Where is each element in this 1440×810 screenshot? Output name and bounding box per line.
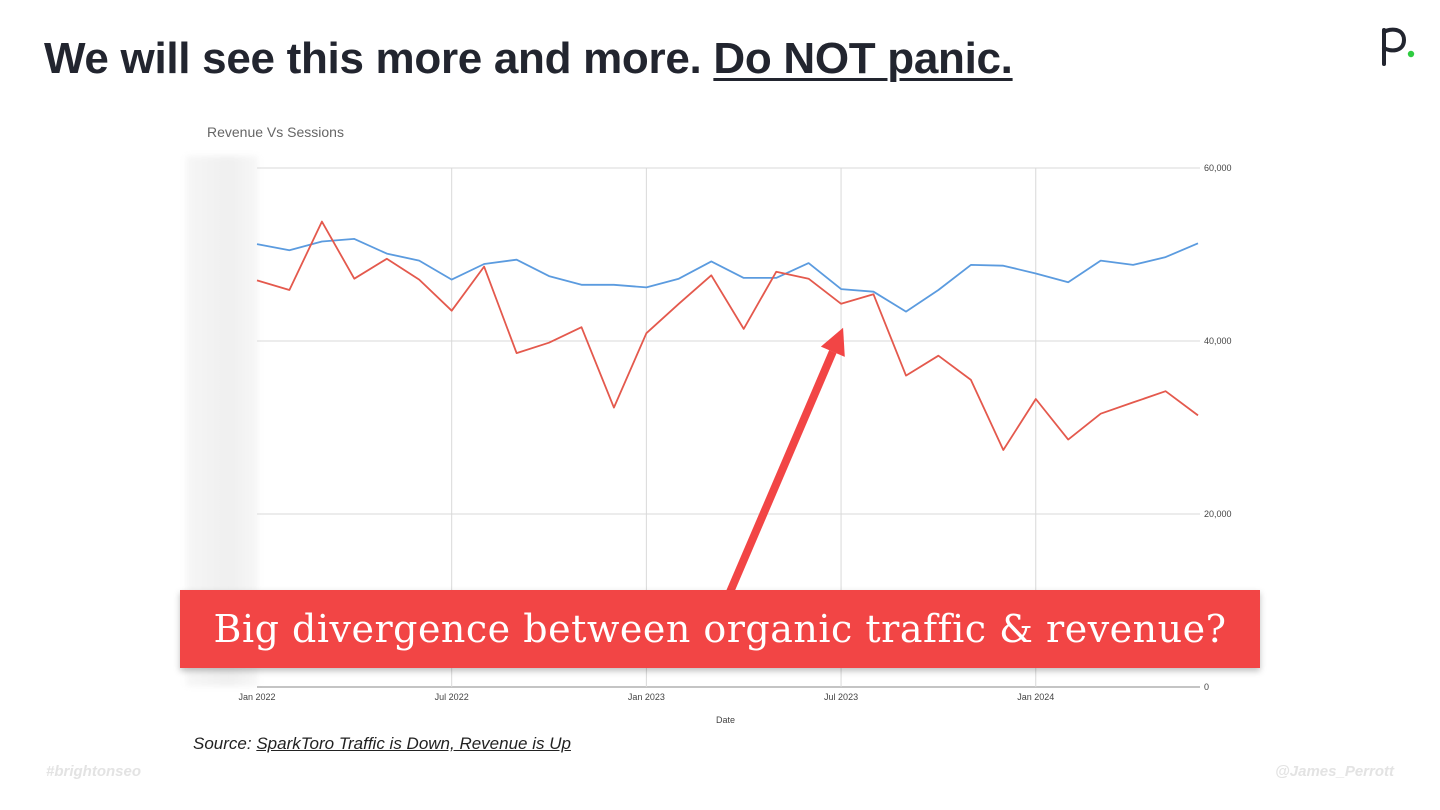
x-tick-label: Jan 2023 bbox=[628, 692, 665, 702]
title-main: We will see this more and more. bbox=[44, 34, 702, 83]
annotation-arrowhead bbox=[820, 327, 845, 357]
x-tick-label: Jan 2024 bbox=[1017, 692, 1054, 702]
source-prefix: Source: bbox=[193, 734, 252, 753]
slide-title: We will see this more and more. Do NOT p… bbox=[44, 34, 1013, 84]
title-emphasis: Do NOT panic. bbox=[713, 34, 1013, 83]
x-tick-label: Jul 2022 bbox=[435, 692, 469, 702]
y-tick-label: 20,000 bbox=[1204, 509, 1232, 519]
y-tick-label: 60,000 bbox=[1204, 163, 1232, 173]
source-link[interactable]: SparkToro Traffic is Down, Revenue is Up bbox=[256, 734, 571, 753]
logo-dot bbox=[1407, 50, 1415, 58]
x-tick-label: Jul 2023 bbox=[824, 692, 858, 702]
annotation-arrow bbox=[726, 350, 837, 594]
line-chart: 60,000 40,000 20,000 0 Jan 2022 Jul 2022 Jan 2… bbox=[238, 163, 1232, 725]
x-tick-label: Jan 2022 bbox=[238, 692, 275, 702]
sessions-line bbox=[256, 238, 1199, 313]
callout-banner: Big divergence between organic traffic &… bbox=[180, 590, 1260, 668]
footer-handle: @James_Perrott bbox=[1275, 763, 1394, 780]
y-tick-label: 40,000 bbox=[1204, 336, 1232, 346]
x-axis-label: Date bbox=[716, 715, 735, 725]
footer-hashtag: #brightonseo bbox=[46, 763, 142, 780]
chart-title: Revenue Vs Sessions bbox=[207, 124, 344, 140]
revenue-line bbox=[256, 220, 1199, 451]
source-credit: Source: SparkToro Traffic is Down, Reven… bbox=[193, 734, 571, 754]
y-tick-label: 0 bbox=[1204, 682, 1209, 692]
brand-logo bbox=[1382, 27, 1415, 66]
